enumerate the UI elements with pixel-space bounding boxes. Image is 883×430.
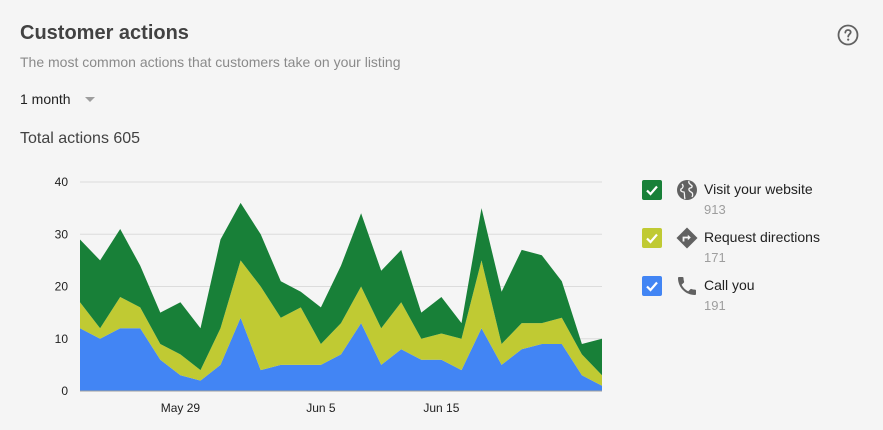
legend-count-visit-website: 913 [704, 202, 726, 217]
legend-item-visit-website: Visit your website 913 [642, 178, 862, 222]
legend-count-request-directions: 171 [704, 250, 726, 265]
globe-icon [675, 178, 699, 202]
x-tick-label: Jun 5 [306, 401, 336, 415]
period-dropdown-value: 1 month [20, 91, 71, 107]
legend-item-call-you: Call you 191 [642, 274, 862, 318]
total-actions: Total actions 605 [20, 130, 141, 147]
x-tick-label: May 29 [161, 401, 201, 415]
x-tick-label: Jun 15 [423, 401, 459, 415]
checkbox-request-directions[interactable] [642, 228, 662, 248]
legend-count-call-you: 191 [704, 298, 726, 313]
legend-item-request-directions: Request directions 171 [642, 226, 862, 270]
legend-label-visit-website: Visit your website [704, 181, 813, 197]
legend-label-request-directions: Request directions [704, 229, 820, 245]
checkbox-visit-website[interactable] [642, 180, 662, 200]
stacked-area-chart: 0 10 20 30 40 May 29 Jun 5 Jun 15 [55, 175, 602, 415]
y-tick-label: 10 [55, 332, 69, 346]
area-series-request-directions [80, 260, 602, 386]
y-tick-label: 0 [61, 384, 68, 398]
period-dropdown[interactable]: 1 month [20, 91, 95, 107]
help-circle-icon[interactable] [837, 24, 859, 46]
checkbox-call-you[interactable] [642, 276, 662, 296]
area-series-visit-your-website [80, 202, 602, 376]
page-subtitle: The most common actions that customers t… [20, 54, 401, 70]
y-tick-label: 30 [55, 227, 69, 241]
page-title: Customer actions [20, 22, 189, 44]
y-tick-label: 40 [55, 175, 69, 189]
customer-actions-chart: 0 10 20 30 40 May 29 Jun 5 Jun 15 [40, 170, 610, 425]
directions-icon [675, 226, 699, 250]
legend-label-call-you: Call you [704, 277, 755, 293]
y-tick-label: 20 [55, 280, 69, 294]
phone-icon [675, 274, 699, 298]
chevron-down-icon [84, 96, 95, 102]
